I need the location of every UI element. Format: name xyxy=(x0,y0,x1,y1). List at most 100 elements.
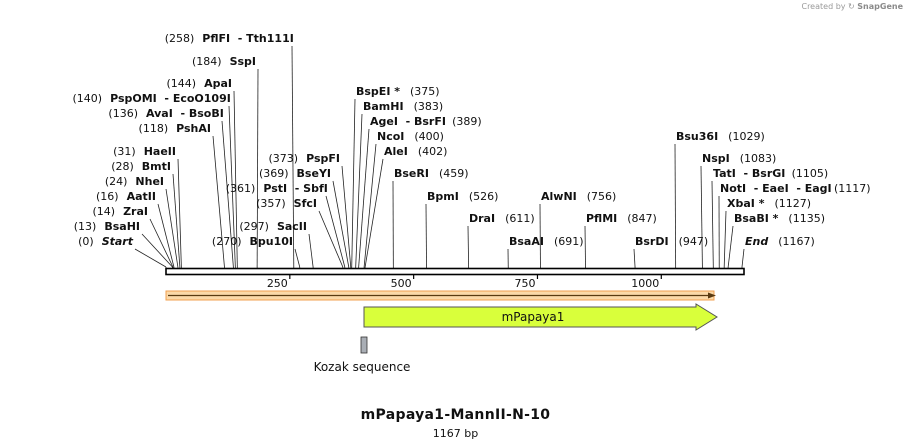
site-name: Start xyxy=(102,235,134,248)
site-name: PshAI xyxy=(176,122,211,135)
site-position: (144) xyxy=(167,77,197,90)
site-nhei[interactable]: NheI (24) xyxy=(105,175,164,188)
site-bsu36i[interactable]: Bsu36I (1029) xyxy=(676,130,765,143)
site-nspi[interactable]: NspI (1083) xyxy=(702,152,776,165)
site-agei-bsrfi[interactable]: AgeI - BsrFI (389) xyxy=(370,115,482,128)
site-apai[interactable]: ApaI (144) xyxy=(167,77,233,90)
site-alei[interactable]: AleI (402) xyxy=(384,145,447,158)
site-alwni[interactable]: AlwNI (756) xyxy=(541,190,616,203)
site-bseri[interactable]: BseRI (459) xyxy=(394,167,469,180)
site-bspei[interactable]: BspEI * (375) xyxy=(356,85,440,98)
site-position: (459) xyxy=(439,167,469,180)
site-bpu10i[interactable]: Bpu10I (270) xyxy=(212,235,293,248)
site-name: PspOMI - EcoO109I xyxy=(110,92,231,105)
site-pshai[interactable]: PshAI (118) xyxy=(139,122,211,135)
feature-kozak[interactable]: Kozak sequence xyxy=(314,336,411,374)
site-bseyi[interactable]: BseYI (369) xyxy=(259,167,331,180)
site-position: (947) xyxy=(679,235,709,248)
site-leader-line xyxy=(674,143,677,268)
sequence-backbone xyxy=(165,267,745,276)
site-leader-line xyxy=(233,90,238,268)
site-noti-eaei-eagi[interactable]: NotI - EaeI - EagI (1117) xyxy=(720,182,871,195)
site-position: (258) xyxy=(165,32,195,45)
site-name: SfcI xyxy=(294,197,317,210)
site-bpmi[interactable]: BpmI (526) xyxy=(427,190,498,203)
site-position: (756) xyxy=(587,190,617,203)
site-name: PstI - SbfI xyxy=(263,182,328,195)
site-name: BsrDI xyxy=(635,235,669,248)
site-leader-line xyxy=(358,128,370,268)
site-name: HaeII xyxy=(144,145,176,158)
site-name: PflMI xyxy=(586,212,617,225)
site-pflfi-tth111i[interactable]: PflFI - Tth111I (258) xyxy=(165,32,294,45)
site-start[interactable]: Start (0) xyxy=(78,235,134,248)
site-position: (611) xyxy=(505,212,535,225)
site-pspomi-ecoo109i[interactable]: PspOMI - EcoO109I (140) xyxy=(73,92,231,105)
site-name: PspFI xyxy=(306,152,340,165)
site-leader-line xyxy=(294,248,301,268)
site-name: XbaI * xyxy=(727,197,765,210)
site-leader-line xyxy=(467,225,470,268)
site-sfci[interactable]: SfcI (357) xyxy=(256,197,317,210)
site-name: Bpu10I xyxy=(250,235,294,248)
site-leader-line xyxy=(172,173,181,268)
site-position: (369) xyxy=(259,167,289,180)
site-pflmi[interactable]: PflMI (847) xyxy=(586,212,657,225)
feature-label-kozak: Kozak sequence xyxy=(314,360,411,374)
site-name: ApaI xyxy=(204,77,232,90)
site-name: TatI - BsrGI xyxy=(713,167,785,180)
site-leader-line xyxy=(723,210,727,268)
site-haeii[interactable]: HaeII (31) xyxy=(113,145,176,158)
site-position: (140) xyxy=(73,92,103,105)
site-name: SspI xyxy=(230,55,256,68)
site-bsaai[interactable]: BsaAI (691) xyxy=(509,235,584,248)
site-position: (1127) xyxy=(774,197,811,210)
site-leader-line xyxy=(711,180,714,268)
map-length: 1167 bp xyxy=(432,427,479,440)
site-position: (361) xyxy=(226,182,256,195)
site-pspfi[interactable]: PspFI (373) xyxy=(269,152,341,165)
site-sspi[interactable]: SspI (184) xyxy=(192,55,256,68)
site-bmti[interactable]: BmtI (28) xyxy=(111,160,171,173)
site-end[interactable]: End (1167) xyxy=(745,235,815,248)
site-name: NheI xyxy=(135,175,164,188)
site-bsahi[interactable]: BsaHI (13) xyxy=(74,220,140,233)
site-leader-line xyxy=(221,120,234,268)
site-bamhi[interactable]: BamHI (383) xyxy=(363,100,443,113)
site-position: (16) xyxy=(96,190,119,203)
feature-mpapaya1[interactable]: mPapaya1 xyxy=(363,303,718,331)
site-position: (136) xyxy=(108,107,138,120)
site-leader-line xyxy=(341,165,352,268)
site-leader-line xyxy=(351,98,356,268)
site-avai-bsobi[interactable]: AvaI - BsoBI (136) xyxy=(108,107,223,120)
site-sacii[interactable]: SacII (297) xyxy=(239,220,307,233)
site-name: NotI - EaeI - EagI xyxy=(720,182,832,195)
site-bsrdi[interactable]: BsrDI (947) xyxy=(635,235,708,248)
kozak-box xyxy=(360,336,368,354)
site-position: (0) xyxy=(78,235,94,248)
site-drai[interactable]: DraI (611) xyxy=(469,212,535,225)
site-position: (400) xyxy=(414,130,444,143)
site-position: (297) xyxy=(239,220,269,233)
site-zrai[interactable]: ZraI (14) xyxy=(92,205,148,218)
ruler-tick-label: 750 xyxy=(514,277,535,290)
site-leader-line xyxy=(149,218,174,268)
site-tati-bsrgi[interactable]: TatI - BsrGI (1105) xyxy=(713,167,828,180)
site-leader-line xyxy=(363,143,377,268)
site-position: (31) xyxy=(113,145,136,158)
site-name: ZraI xyxy=(123,205,148,218)
site-ncoi[interactable]: NcoI (400) xyxy=(377,130,444,143)
site-leader-line xyxy=(165,188,179,268)
site-labels: PflFI - Tth111I (258) SspI (184) ApaI (144) Ps… xyxy=(73,32,871,248)
site-name: BamHI xyxy=(363,100,404,113)
site-name: BsaHI xyxy=(104,220,140,233)
site-leader-line xyxy=(308,233,314,268)
site-name: NspI xyxy=(702,152,730,165)
site-xbai[interactable]: XbaI * (1127) xyxy=(727,197,811,210)
site-psti-sbfi[interactable]: PstI - SbfI (361) xyxy=(226,182,328,195)
site-name: BsaAI xyxy=(509,235,544,248)
site-aatii[interactable]: AatII (16) xyxy=(96,190,156,203)
site-bsabi[interactable]: BsaBI * (1135) xyxy=(734,212,825,225)
site-name: BseYI xyxy=(297,167,331,180)
